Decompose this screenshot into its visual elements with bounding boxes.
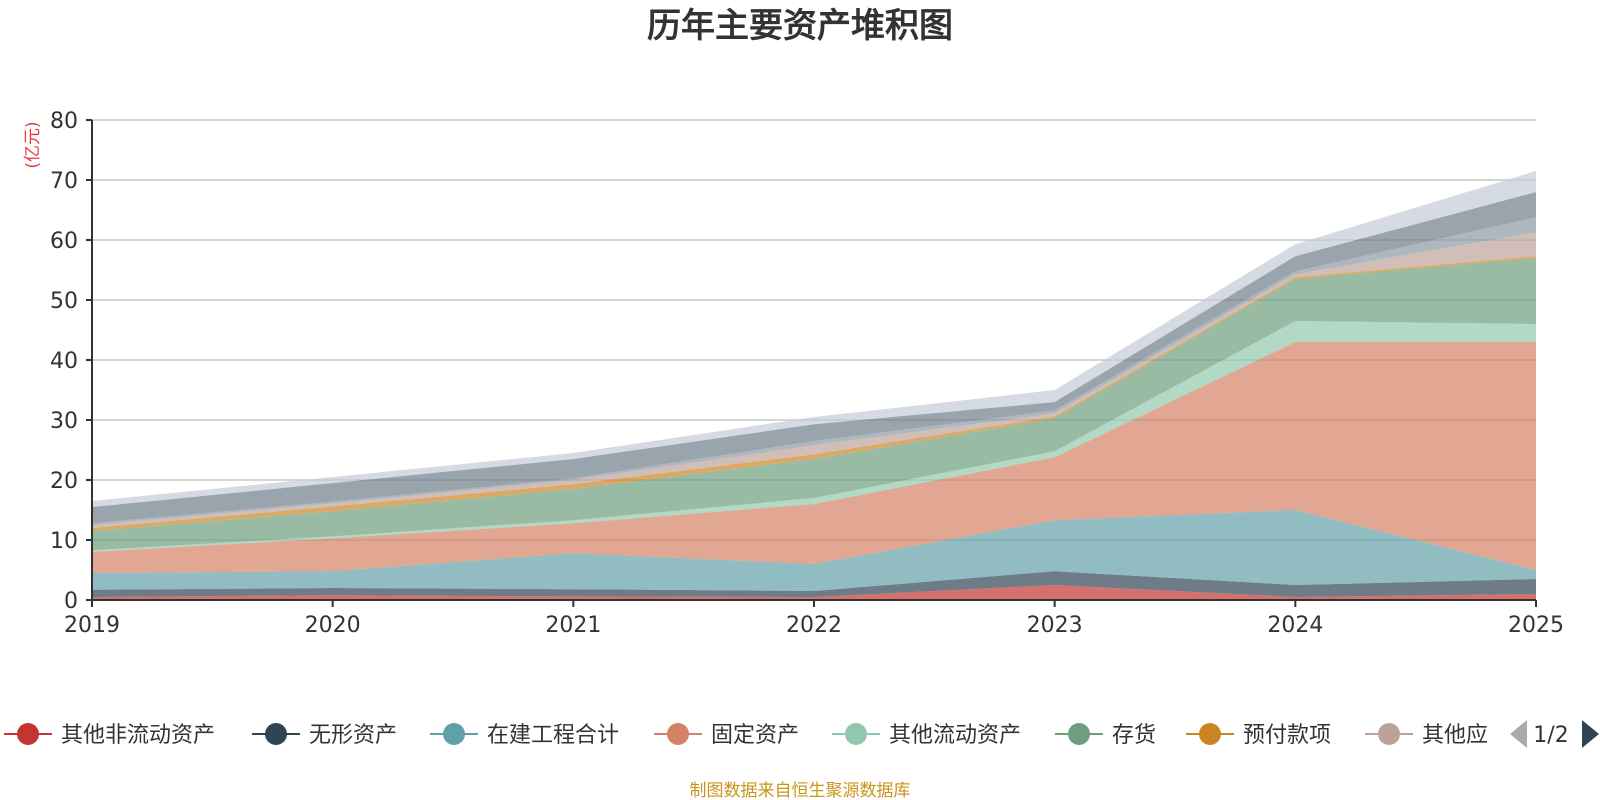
area-series	[92, 171, 1536, 600]
legend-item[interactable]: 其他应	[1365, 723, 1488, 748]
legend-label: 存货	[1112, 723, 1156, 748]
x-tick-label: 2019	[64, 613, 120, 638]
legend-label: 其他流动资产	[889, 723, 1021, 748]
y-axis-unit-label: (亿元)	[23, 121, 43, 168]
y-tick-label: 20	[50, 469, 78, 494]
data-source-note: 制图数据来自恒生聚源数据库	[690, 781, 911, 800]
y-tick-label: 0	[64, 589, 78, 614]
legend-next-page-icon[interactable]	[1582, 720, 1599, 748]
x-tick-label: 2020	[305, 613, 361, 638]
legend-label: 其他应	[1422, 723, 1488, 748]
legend-label: 在建工程合计	[487, 723, 619, 748]
y-tick-label: 80	[50, 109, 78, 134]
y-tick-label: 50	[50, 289, 78, 314]
legend-marker	[845, 723, 867, 745]
legend-item[interactable]: 其他非流动资产	[4, 723, 215, 748]
chart-title: 历年主要资产堆积图	[647, 6, 953, 46]
area-series-1	[92, 585, 1536, 600]
legend-prev-page-icon[interactable]	[1510, 720, 1527, 748]
legend-label: 固定资产	[711, 723, 799, 748]
legend-label: 预付款项	[1243, 723, 1331, 748]
legend-marker	[1378, 723, 1400, 745]
x-tick-label: 2025	[1508, 613, 1564, 638]
x-tick-label: 2022	[786, 613, 842, 638]
area-series-2	[92, 571, 1536, 597]
legend-label: 其他非流动资产	[61, 723, 215, 748]
area-series-8	[92, 232, 1536, 528]
area-series-4	[92, 342, 1536, 573]
legend-marker	[265, 723, 287, 745]
legend-item[interactable]: 预付款项	[1186, 723, 1331, 748]
legend-item[interactable]: 在建工程合计	[430, 723, 619, 748]
y-tick-label: 30	[50, 409, 78, 434]
legend-marker	[667, 723, 689, 745]
legend[interactable]: 其他非流动资产 无形资产 在建工程合计 固定资产 其他流动资产 存货 预付款项 其他应 1/2	[4, 720, 1599, 748]
x-tick-label: 2021	[545, 613, 601, 638]
x-tick-label: 2023	[1027, 613, 1083, 638]
legend-marker	[1068, 723, 1090, 745]
y-tick-label: 10	[50, 529, 78, 554]
legend-label: 无形资产	[309, 723, 397, 748]
legend-marker	[443, 723, 465, 745]
y-tick-label: 60	[50, 229, 78, 254]
x-tick-label: 2024	[1267, 613, 1323, 638]
legend-marker	[17, 723, 39, 745]
area-series-3	[92, 510, 1536, 591]
legend-page-indicator: 1/2	[1533, 723, 1568, 748]
area-series-6	[92, 258, 1536, 551]
legend-item[interactable]: 无形资产	[252, 723, 397, 748]
y-tick-label: 40	[50, 349, 78, 374]
legend-item[interactable]: 存货	[1055, 723, 1156, 748]
legend-marker	[1199, 723, 1221, 745]
legend-item[interactable]: 固定资产	[654, 723, 799, 748]
legend-item[interactable]: 其他流动资产	[832, 723, 1021, 748]
y-tick-label: 70	[50, 169, 78, 194]
axes: 2019 2020 2021 2022 2023 2024 2025	[64, 119, 1564, 638]
